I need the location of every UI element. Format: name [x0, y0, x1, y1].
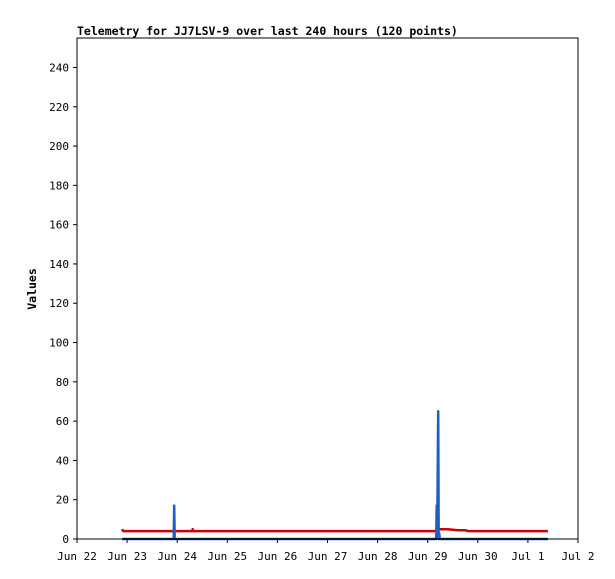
x-tick-label: Jun 23: [107, 550, 147, 563]
y-tick-label: 20: [56, 494, 69, 507]
x-tick-label: Jun 30: [458, 550, 498, 563]
y-tick-label: 0: [62, 533, 69, 546]
y-tick-label: 100: [49, 337, 69, 350]
x-tick-label: Jun 29: [408, 550, 448, 563]
y-tick-label: 240: [49, 61, 69, 74]
y-axis-label: Values: [25, 268, 39, 310]
y-tick-label: 140: [49, 258, 69, 271]
y-axis: 0 20 40 60 80 100 120 140 160 180 200 220 240: [49, 61, 77, 546]
series-line-2: [122, 410, 548, 541]
series-layer: [120, 410, 548, 541]
x-tick-label: Jun 26: [258, 550, 298, 563]
y-tick-label: 40: [56, 454, 69, 467]
x-tick-label: Jul 1: [511, 550, 544, 563]
x-tick-label: Jun 28: [358, 550, 398, 563]
x-tick-label: Jun 27: [308, 550, 348, 563]
y-tick-label: 80: [56, 376, 69, 389]
y-tick-label: 220: [49, 101, 69, 114]
x-tick-label: Jul 2: [561, 550, 594, 563]
x-axis: Jun 22 Jun 23 Jun 24 Jun 25 Jun 26 Jun 27 Jun …: [57, 539, 595, 563]
y-tick-label: 180: [49, 179, 69, 192]
series-line-1: [120, 527, 548, 533]
y-tick-label: 60: [56, 415, 69, 428]
plot-frame: [76, 37, 579, 540]
y-tick-label: 200: [49, 140, 69, 153]
x-tick-label: Jun 24: [157, 550, 197, 563]
y-tick-label: 160: [49, 219, 69, 232]
x-tick-label: Jun 22: [57, 550, 97, 563]
x-tick-label: Jun 25: [207, 550, 247, 563]
y-tick-label: 120: [49, 297, 69, 310]
chart-title: Telemetry for JJ7LSV-9 over last 240 hou…: [77, 24, 458, 38]
